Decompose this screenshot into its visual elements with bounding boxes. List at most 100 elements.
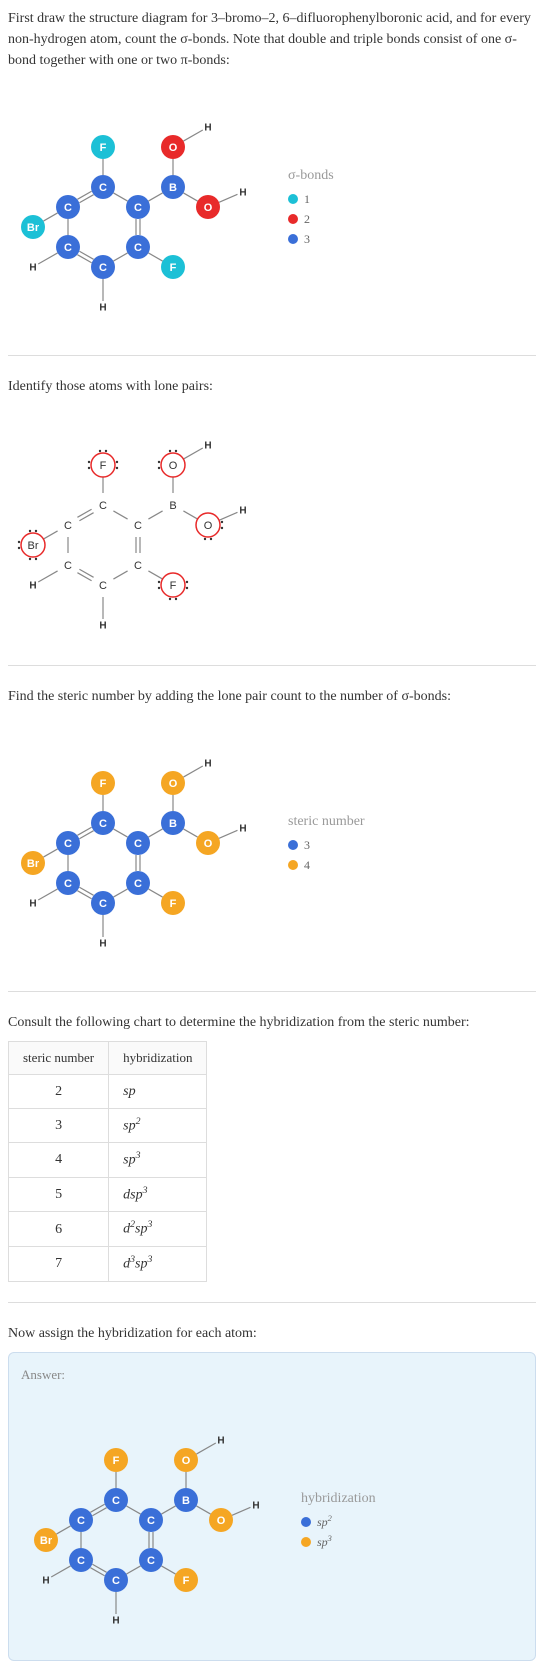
- sigma-legend: σ-bonds 1 2 3: [288, 165, 334, 250]
- table-row: 3sp2: [9, 1108, 207, 1143]
- table-header: hybridization: [109, 1042, 207, 1075]
- legend-label: sp2: [317, 1513, 332, 1531]
- svg-text:F: F: [170, 580, 177, 592]
- svg-text:F: F: [100, 142, 107, 154]
- svg-text:F: F: [183, 1575, 190, 1587]
- svg-text:H: H: [99, 303, 106, 314]
- svg-text:H: H: [239, 188, 246, 199]
- svg-text:O: O: [169, 142, 178, 154]
- legend-label: 3: [304, 836, 310, 854]
- svg-text:F: F: [100, 778, 107, 790]
- answer-box: Answer: C C C C C C Br F F B O O H H H H hybridization …: [8, 1352, 536, 1662]
- svg-text:O: O: [217, 1515, 226, 1527]
- legend-label: 4: [304, 856, 310, 874]
- svg-text:Br: Br: [40, 1535, 53, 1547]
- svg-text:C: C: [134, 878, 142, 890]
- answer-legend: hybridization sp2 sp3: [301, 1488, 376, 1553]
- svg-text:H: H: [99, 939, 106, 950]
- svg-text:F: F: [100, 460, 107, 472]
- table-row: 5dsp3: [9, 1177, 207, 1212]
- svg-text:C: C: [147, 1555, 155, 1567]
- svg-text:H: H: [239, 506, 246, 517]
- svg-text:C: C: [112, 1575, 120, 1587]
- svg-text:B: B: [169, 818, 177, 830]
- legend-dot: [288, 860, 298, 870]
- svg-text:C: C: [112, 1495, 120, 1507]
- svg-text:C: C: [64, 878, 72, 890]
- svg-text:Br: Br: [28, 540, 39, 552]
- steric-diagram: CCCCCCBrFFBOOHHHH: [8, 723, 268, 963]
- svg-text:O: O: [182, 1455, 191, 1467]
- svg-text:O: O: [204, 520, 213, 532]
- answer-diagram-row: C C C C C C Br F F B O O H H H H hybridization sp2 sp3: [21, 1392, 523, 1648]
- sigma-diagram: CCCCCCBrFFBOOHHHH: [8, 87, 268, 327]
- svg-text:C: C: [147, 1515, 155, 1527]
- svg-text:C: C: [134, 242, 142, 254]
- svg-text:C: C: [99, 500, 107, 512]
- lonepair-diagram: CCCCCCBBrFFOOHHHH: [8, 405, 268, 645]
- svg-text:O: O: [204, 838, 213, 850]
- legend-label: 2: [304, 210, 310, 228]
- svg-text:C: C: [134, 560, 142, 572]
- svg-text:H: H: [29, 263, 36, 274]
- legend-item: sp2: [301, 1513, 376, 1531]
- svg-text:C: C: [99, 818, 107, 830]
- legend-label: 1: [304, 190, 310, 208]
- svg-text:C: C: [77, 1515, 85, 1527]
- svg-text:F: F: [113, 1455, 120, 1467]
- svg-text:H: H: [29, 581, 36, 592]
- legend-item: sp3: [301, 1533, 376, 1551]
- table-row: 2sp: [9, 1074, 207, 1108]
- svg-text:H: H: [204, 759, 211, 770]
- svg-text:C: C: [64, 838, 72, 850]
- svg-text:H: H: [29, 899, 36, 910]
- legend-dot: [288, 194, 298, 204]
- svg-text:H: H: [217, 1436, 224, 1447]
- legend-dot: [288, 840, 298, 850]
- table-header: steric number: [9, 1042, 109, 1075]
- svg-text:C: C: [77, 1555, 85, 1567]
- lonepair-paragraph: Identify those atoms with lone pairs:: [8, 376, 536, 397]
- sigma-legend-title: σ-bonds: [288, 165, 334, 186]
- steric-paragraph: Find the steric number by adding the lon…: [8, 686, 536, 707]
- legend-dot: [301, 1517, 311, 1527]
- answer-label: Answer:: [21, 1365, 523, 1385]
- legend-label: 3: [304, 230, 310, 248]
- answer-legend-title: hybridization: [301, 1488, 376, 1509]
- svg-text:C: C: [99, 262, 107, 274]
- table-row: 4sp3: [9, 1143, 207, 1178]
- svg-text:C: C: [99, 898, 107, 910]
- legend-dot: [288, 234, 298, 244]
- legend-item: 3: [288, 230, 334, 248]
- steric-legend: steric number 34: [288, 811, 365, 876]
- svg-text:H: H: [112, 1616, 119, 1627]
- legend-dot: [288, 214, 298, 224]
- svg-text:H: H: [204, 123, 211, 134]
- svg-text:Br: Br: [27, 222, 40, 234]
- legend-item: 4: [288, 856, 365, 874]
- svg-text:Br: Br: [27, 858, 40, 870]
- sigma-diagram-row: CCCCCCBrFFBOOHHHH σ-bonds 123: [8, 79, 536, 335]
- svg-text:B: B: [169, 500, 176, 512]
- assign-paragraph: Now assign the hybridization for each at…: [8, 1323, 536, 1344]
- svg-text:H: H: [42, 1576, 49, 1587]
- svg-text:F: F: [170, 262, 177, 274]
- svg-text:C: C: [134, 202, 142, 214]
- svg-text:C: C: [64, 520, 72, 532]
- table-row: 6d2sp3: [9, 1212, 207, 1247]
- svg-text:H: H: [239, 824, 246, 835]
- svg-text:B: B: [182, 1495, 190, 1507]
- svg-text:B: B: [169, 182, 177, 194]
- svg-text:H: H: [252, 1501, 259, 1512]
- legend-item: 1: [288, 190, 334, 208]
- svg-text:F: F: [170, 898, 177, 910]
- svg-text:C: C: [134, 838, 142, 850]
- steric-diagram-row: CCCCCCBrFFBOOHHHH steric number 34: [8, 715, 536, 971]
- table-row: 7d3sp3: [9, 1247, 207, 1282]
- legend-item: 3: [288, 836, 365, 854]
- svg-text:C: C: [64, 560, 72, 572]
- svg-text:O: O: [204, 202, 213, 214]
- legend-item: 2: [288, 210, 334, 228]
- table-intro: Consult the following chart to determine…: [8, 1012, 536, 1033]
- svg-text:C: C: [64, 202, 72, 214]
